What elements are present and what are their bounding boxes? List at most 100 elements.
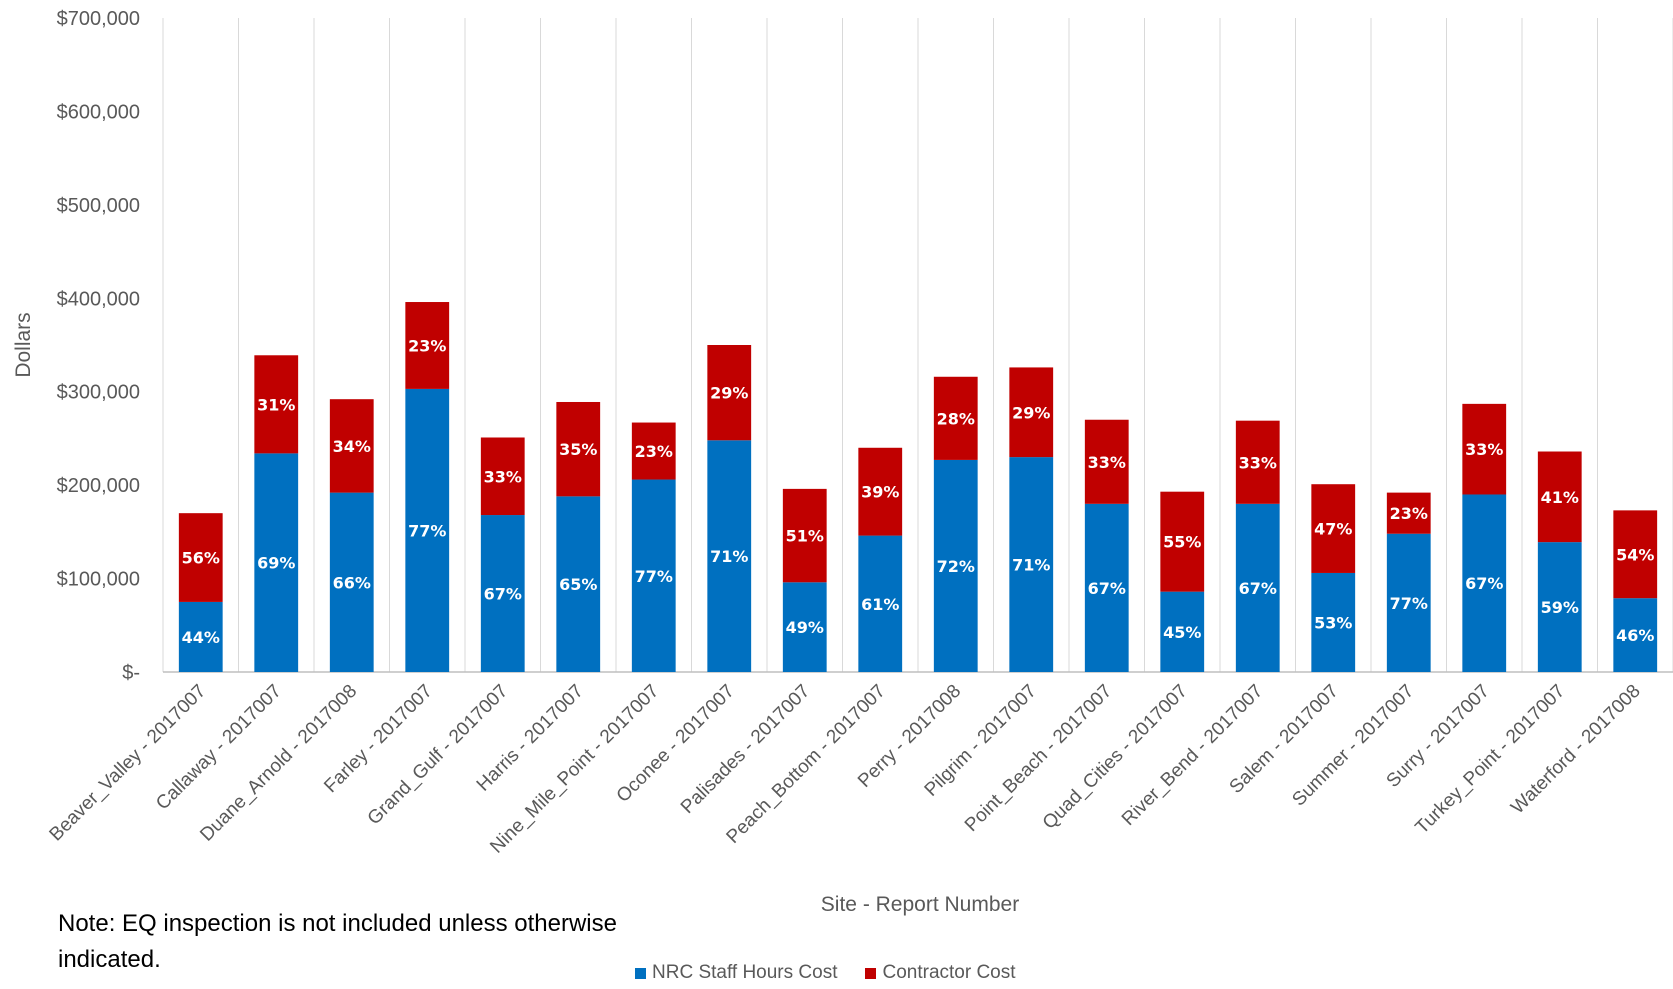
x-tick-label: Palisades - 2017007 bbox=[677, 681, 814, 818]
bar-segment-nrc bbox=[1537, 542, 1582, 672]
chart-note: Note: EQ inspection is not included unle… bbox=[58, 910, 617, 973]
data-label: 41% bbox=[1541, 488, 1579, 507]
y-tick-label: $400,000 bbox=[57, 288, 140, 310]
legend-swatch-nrc bbox=[635, 967, 646, 979]
bar-segment-contractor bbox=[1009, 367, 1054, 458]
y-tick-label: $200,000 bbox=[57, 475, 140, 497]
y-tick-label: $600,000 bbox=[57, 101, 140, 123]
bar-segment-contractor bbox=[1537, 451, 1582, 543]
data-label: 45% bbox=[1163, 623, 1201, 642]
bar-segment-nrc bbox=[556, 496, 601, 672]
data-label: 54% bbox=[1616, 545, 1654, 564]
x-tick-label: Grand_Gulf - 2017007 bbox=[364, 681, 513, 830]
data-label: 47% bbox=[1314, 520, 1352, 539]
data-label: 67% bbox=[484, 585, 522, 604]
bar-segment-contractor bbox=[858, 447, 903, 536]
y-tick-label: $- bbox=[122, 662, 140, 684]
bar-segment-contractor bbox=[707, 345, 752, 441]
data-label: 23% bbox=[1390, 504, 1428, 523]
bar-segment-contractor bbox=[1235, 420, 1280, 504]
data-label: 23% bbox=[408, 336, 446, 355]
bar-segment-nrc bbox=[782, 582, 827, 672]
bar-segment-contractor bbox=[1386, 492, 1431, 534]
data-label: 72% bbox=[937, 557, 975, 576]
data-label: 65% bbox=[559, 575, 597, 594]
bar-segment-contractor bbox=[480, 437, 525, 516]
data-label: 67% bbox=[1465, 574, 1503, 593]
data-label: 46% bbox=[1616, 626, 1654, 645]
bar-segment-nrc bbox=[1462, 494, 1507, 672]
data-label: 44% bbox=[182, 628, 220, 647]
data-label: 69% bbox=[257, 554, 295, 573]
gridlines bbox=[162, 18, 1673, 673]
data-label: 28% bbox=[937, 409, 975, 428]
data-label: 59% bbox=[1541, 598, 1579, 617]
legend-item-contractor: Contractor Cost bbox=[865, 962, 1016, 984]
x-tick-label: Peach_Bottom - 2017007 bbox=[723, 681, 890, 848]
bar-segment-nrc bbox=[1084, 503, 1129, 672]
data-label: 51% bbox=[786, 527, 824, 546]
bar-segment-nrc bbox=[1235, 503, 1280, 672]
data-label: 77% bbox=[408, 521, 446, 540]
data-label: 77% bbox=[1390, 594, 1428, 613]
bar-segment-contractor bbox=[1462, 403, 1507, 495]
data-label: 33% bbox=[484, 467, 522, 486]
bar-segment-nrc bbox=[1160, 591, 1205, 672]
x-tick-label: Callaway - 2017007 bbox=[152, 681, 286, 815]
bar-segment-contractor bbox=[1160, 491, 1205, 592]
y-tick-label: $300,000 bbox=[57, 382, 140, 404]
data-label: 53% bbox=[1314, 613, 1352, 632]
bar-segment-nrc bbox=[858, 535, 903, 672]
y-tick-label: $700,000 bbox=[57, 8, 140, 30]
data-label: 71% bbox=[1012, 556, 1050, 575]
bar-segment-nrc bbox=[933, 459, 978, 672]
bar-segment-contractor bbox=[329, 399, 374, 493]
data-label: 67% bbox=[1239, 579, 1277, 598]
bar-segment-contractor bbox=[1613, 510, 1658, 599]
x-tick-label: Point_Beach - 2017007 bbox=[961, 681, 1116, 836]
data-labels: 44% 56% 69% 31% 66% 34% 77% 23% 67% 33% 65% 35% 77% 2… bbox=[182, 336, 1655, 646]
bar-segment-nrc bbox=[1386, 533, 1431, 672]
x-tick-label: Quad_Cities - 2017007 bbox=[1039, 681, 1192, 834]
data-label: 71% bbox=[710, 547, 748, 566]
bar-segment-nrc bbox=[480, 515, 525, 672]
x-tick-label: Waterford - 2017008 bbox=[1507, 681, 1645, 819]
legend-item-nrc: NRC Staff Hours Cost bbox=[635, 962, 837, 984]
bar-segment-contractor bbox=[254, 355, 299, 454]
bar-segment-nrc bbox=[631, 479, 676, 672]
data-label: 77% bbox=[635, 567, 673, 586]
data-label: 29% bbox=[1012, 403, 1050, 422]
data-label: 61% bbox=[861, 595, 899, 614]
data-label: 33% bbox=[1088, 453, 1126, 472]
x-tick-label: Duane_Arnold - 2017008 bbox=[196, 681, 361, 846]
bar-segment-contractor bbox=[933, 376, 978, 460]
y-axis: $- $100,000 $200,000 $300,000 $400,000 $500,0… bbox=[57, 8, 140, 684]
data-label: 39% bbox=[861, 483, 899, 502]
x-axis-title: Site - Report Number bbox=[820, 893, 1020, 916]
data-label: 31% bbox=[257, 395, 295, 414]
data-label: 33% bbox=[1239, 453, 1277, 472]
y-axis-title: Dollars bbox=[12, 312, 35, 377]
bar-segment-nrc bbox=[1613, 598, 1658, 672]
legend: NRC Staff Hours Cost Contractor Cost bbox=[635, 961, 1016, 985]
bar-segment-contractor bbox=[1084, 419, 1129, 504]
data-label: 34% bbox=[333, 437, 371, 456]
data-label: 55% bbox=[1163, 533, 1201, 552]
bar-segment-contractor bbox=[631, 422, 676, 480]
bar-segment-nrc bbox=[254, 453, 299, 672]
bars bbox=[178, 302, 1658, 672]
data-label: 49% bbox=[786, 618, 824, 637]
bar-segment-contractor bbox=[782, 488, 827, 583]
bar-segment-nrc bbox=[178, 601, 223, 672]
x-tick-label: River_Bend - 2017007 bbox=[1118, 681, 1267, 830]
legend-swatch-contractor bbox=[865, 967, 877, 979]
data-label: 33% bbox=[1465, 440, 1503, 459]
stacked-bar-chart: 44% 56% 69% 31% 66% 34% 77% 23% 67% 33% 65% 35% 77% 2… bbox=[12, 8, 1673, 858]
x-tick-label: Beaver_Valley - 2017007 bbox=[46, 681, 211, 846]
x-tick-label: Turkey_Point - 2017007 bbox=[1412, 681, 1570, 839]
bar-segment-nrc bbox=[1311, 572, 1356, 672]
y-tick-label: $100,000 bbox=[57, 569, 140, 591]
bar-segment-nrc bbox=[1009, 457, 1054, 672]
